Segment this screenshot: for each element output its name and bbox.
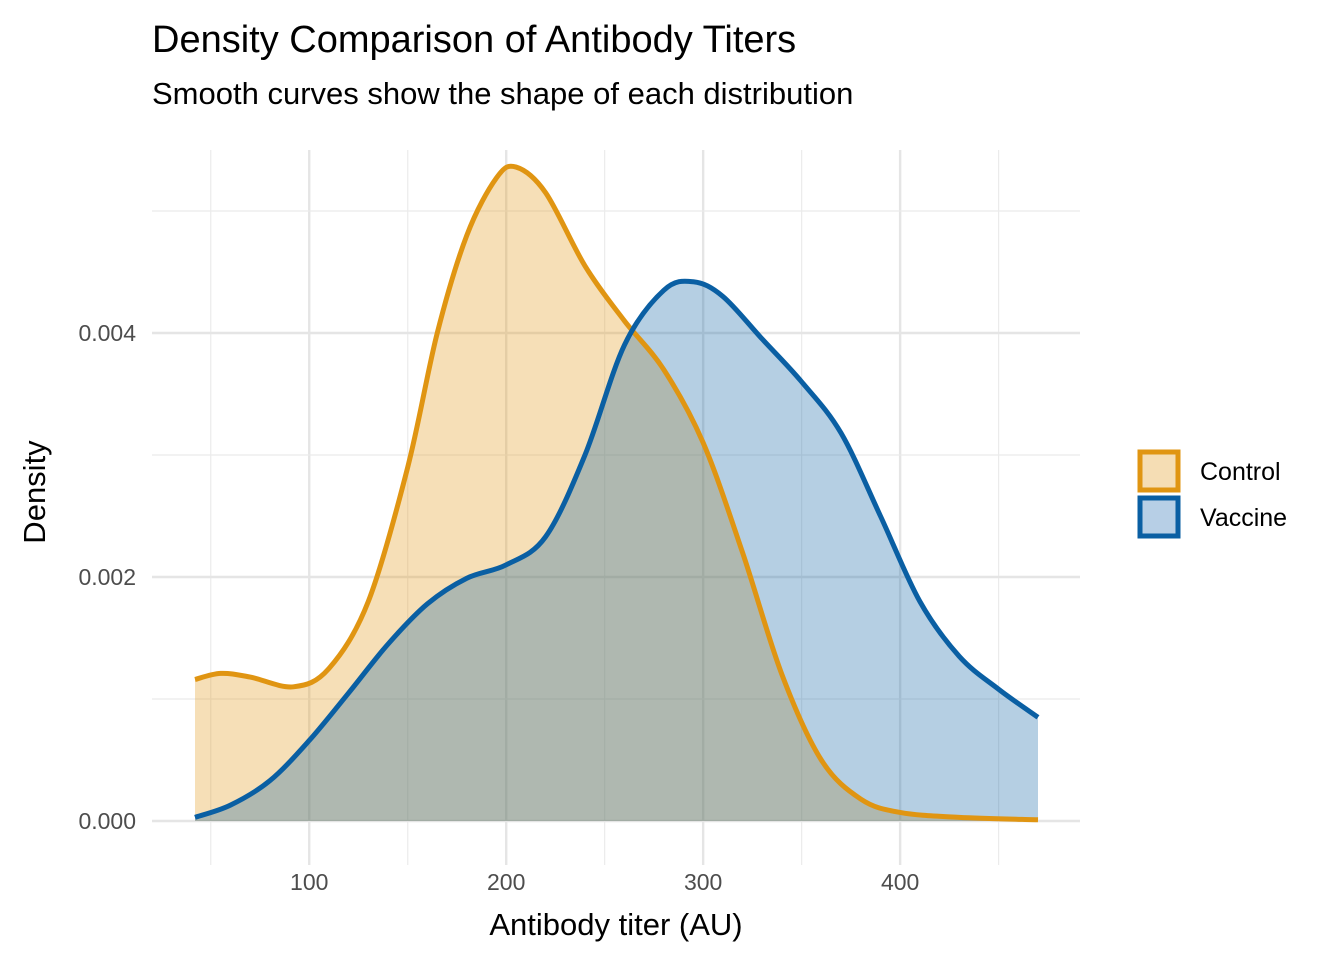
x-axis-title: Antibody titer (AU) [489, 907, 742, 942]
x-tick-label: 300 [684, 869, 722, 895]
legend-key-vaccine [1137, 495, 1181, 539]
area-control [195, 166, 1038, 821]
chart-title: Density Comparison of Antibody Titers [152, 19, 796, 61]
y-tick-label: 0.002 [78, 564, 136, 590]
plot-lines [194, 163, 1040, 823]
plot-grid [152, 150, 1080, 865]
x-tick-label: 100 [290, 869, 328, 895]
legend: Control Vaccine [1137, 449, 1287, 539]
legend-label-vaccine: Vaccine [1200, 504, 1287, 532]
density-line-vaccine [194, 278, 1040, 820]
y-tick-label: 0.004 [78, 320, 136, 346]
density-line-control [194, 163, 1039, 823]
y-axis-title: Density [17, 440, 52, 544]
axis-ticks: 100 200 300 400 0.000 0.002 0.004 [78, 320, 919, 895]
legend-label-control: Control [1200, 458, 1281, 486]
x-tick-label: 400 [881, 869, 919, 895]
x-tick-label: 200 [487, 869, 525, 895]
chart-subtitle: Smooth curves show the shape of each dis… [152, 76, 853, 111]
legend-key-control [1137, 449, 1181, 493]
y-tick-label: 0.000 [78, 808, 136, 834]
